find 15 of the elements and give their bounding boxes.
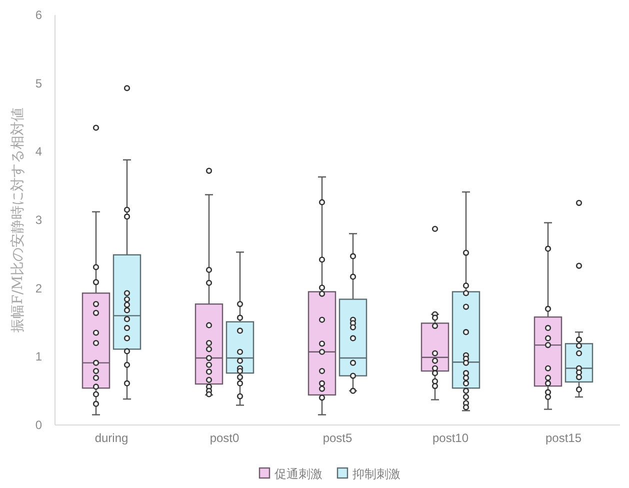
legend-label: 抑制刺激 <box>352 467 400 481</box>
y-tick-label: 0 <box>35 418 42 432</box>
y-axis-title: 振幅F/M比の安静時に対する相対値 <box>10 108 26 332</box>
y-tick-label: 4 <box>35 144 42 159</box>
y-tick-label: 2 <box>35 281 42 296</box>
y-tick-label: 5 <box>35 76 42 90</box>
y-tick-label: 1 <box>35 350 42 364</box>
x-tick-label: post0 <box>210 431 240 445</box>
x-tick-label: post10 <box>432 431 469 445</box>
legend-label: 促通刺激 <box>274 467 322 481</box>
y-tick-label: 6 <box>35 8 42 22</box>
x-tick-label: post5 <box>322 431 352 445</box>
x-tick-label: post15 <box>545 431 582 445</box>
x-tick-label: during <box>94 431 128 445</box>
y-tick-label: 3 <box>35 213 42 227</box>
